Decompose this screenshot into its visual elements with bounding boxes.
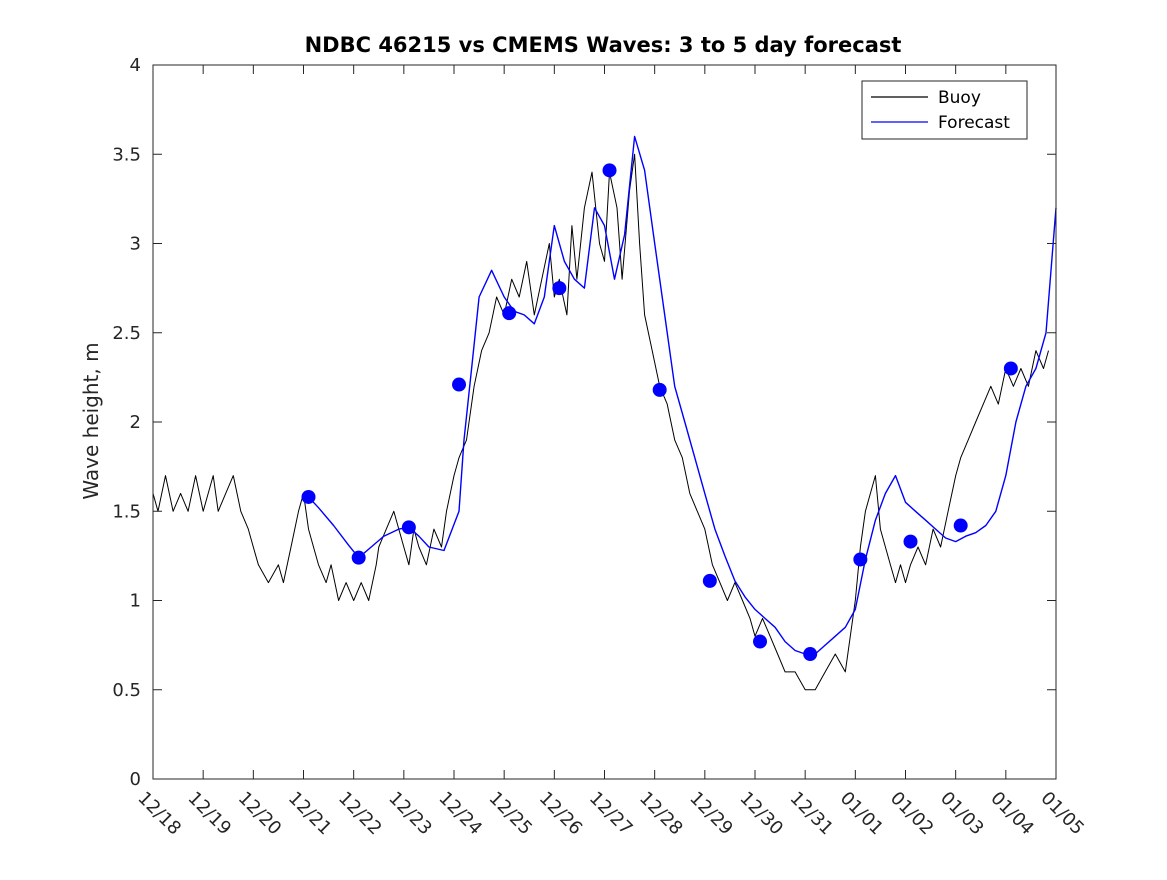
x-tick-label: 12/27	[585, 788, 637, 840]
y-tick-label: 3.5	[112, 144, 141, 165]
chart-title: NDBC 46215 vs CMEMS Waves: 3 to 5 day fo…	[305, 33, 902, 57]
legend: Buoy Forecast	[861, 80, 1028, 140]
x-tick-label: 12/21	[284, 788, 336, 840]
forecast-marker	[702, 573, 717, 588]
y-tick-label: 0.5	[112, 680, 141, 701]
x-tick-label: 01/03	[936, 788, 988, 840]
x-tick-label: 01/04	[986, 788, 1038, 840]
x-tick-label: 12/30	[735, 788, 787, 840]
x-tick-label: 12/24	[434, 788, 486, 840]
x-tick-label: 12/19	[184, 788, 236, 840]
y-tick-label: 1	[130, 591, 141, 612]
forecast-marker	[401, 520, 416, 535]
forecast-marker	[552, 281, 567, 296]
y-tick-label: 4	[130, 55, 141, 76]
x-tick-label: 12/23	[384, 788, 436, 840]
forecast-marker	[903, 534, 918, 549]
forecast-marker	[301, 489, 316, 504]
legend-label-forecast: Forecast	[938, 113, 1010, 133]
y-axis-label: Wave height, m	[79, 342, 103, 499]
legend-box	[861, 80, 1028, 140]
x-tick-label: 12/22	[334, 788, 386, 840]
plot-area	[152, 135, 1057, 691]
x-tick-label: 12/29	[685, 788, 737, 840]
x-tick-label: 12/25	[485, 788, 537, 840]
forecast-marker	[753, 634, 768, 649]
forecast-marker	[1003, 361, 1018, 376]
y-tick-label: 2	[130, 412, 141, 433]
forecast-marker	[953, 518, 968, 533]
y-tick-label: 2.5	[112, 323, 141, 344]
x-tick-label: 12/26	[535, 788, 587, 840]
forecast-marker	[502, 306, 517, 321]
x-tick-label: 12/18	[133, 788, 185, 840]
buoy-line	[152, 153, 1049, 691]
x-tick-label: 12/20	[234, 788, 286, 840]
y-tick-label: 3	[130, 234, 141, 255]
y-tick-label: 0	[130, 769, 141, 790]
forecast-marker	[452, 377, 467, 392]
y-tick-label: 1.5	[112, 501, 141, 522]
x-tick-label: 12/28	[635, 788, 687, 840]
forecast-marker	[803, 647, 818, 662]
x-tick-label: 12/31	[786, 788, 838, 840]
forecast-marker	[602, 163, 617, 178]
forecast-marker	[652, 382, 667, 397]
legend-label-buoy: Buoy	[938, 88, 981, 108]
axes: 00.511.522.533.5412/1812/1912/2012/2112/…	[112, 55, 1088, 839]
x-tick-label: 01/02	[886, 788, 938, 840]
x-tick-label: 01/01	[836, 788, 888, 840]
forecast-marker	[351, 550, 366, 565]
forecast-line	[307, 135, 1057, 655]
forecast-marker	[853, 552, 868, 567]
x-tick-label: 01/05	[1036, 788, 1088, 840]
